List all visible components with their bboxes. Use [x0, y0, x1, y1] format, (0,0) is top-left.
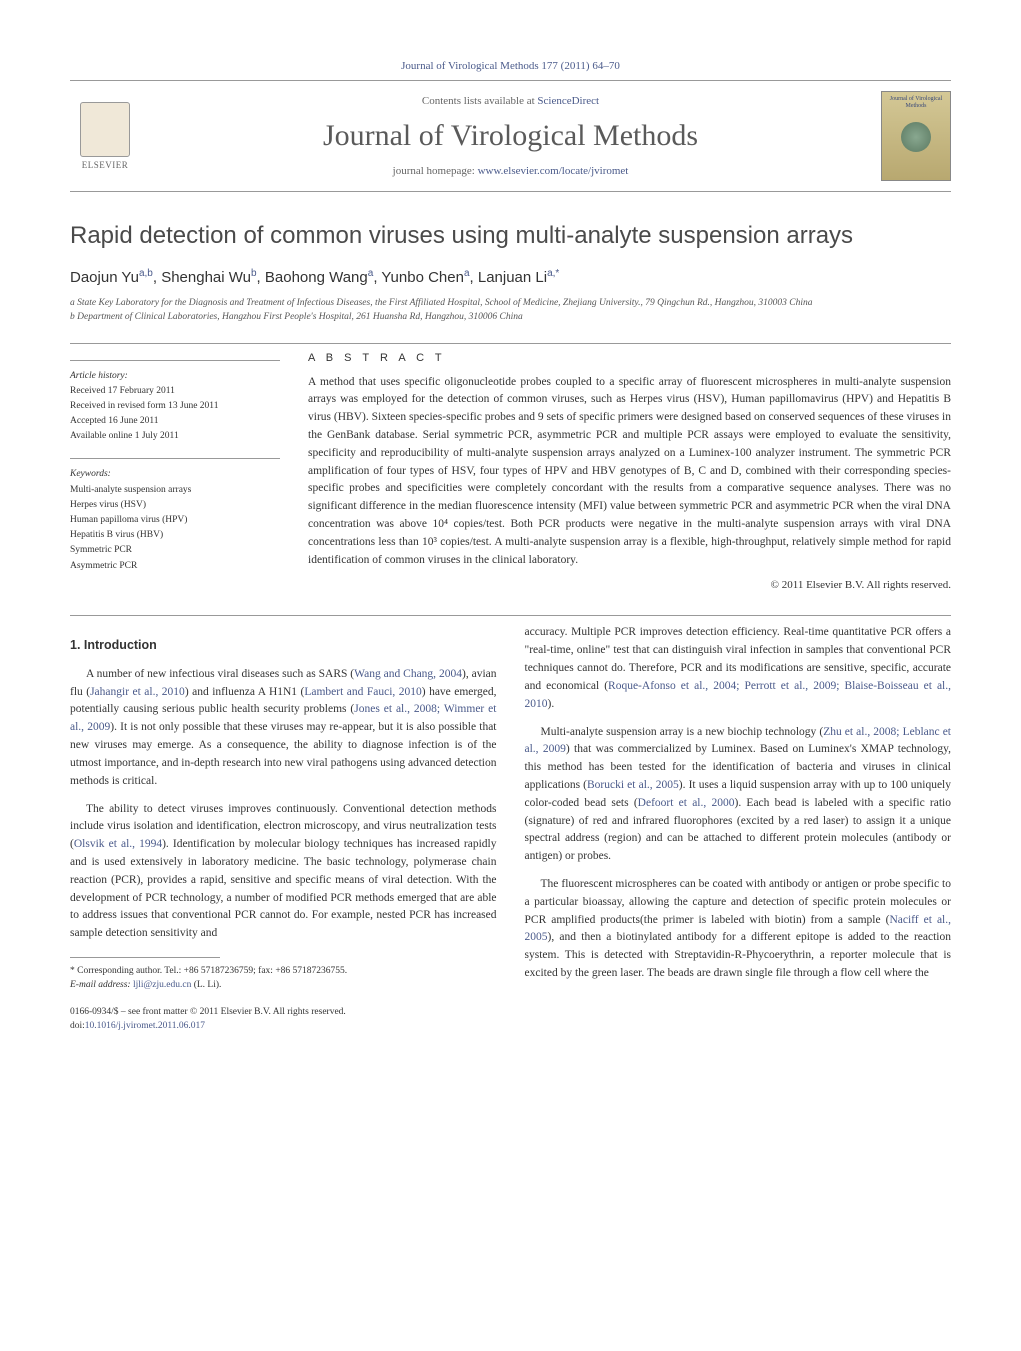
affiliation-b: b Department of Clinical Laboratories, H… [70, 310, 951, 324]
homepage-prefix: journal homepage: [393, 165, 478, 177]
journal-title: Journal of Virological Methods [140, 119, 881, 153]
doi-label: doi: [70, 1021, 85, 1031]
journal-header: ELSEVIER Contents lists available at Sci… [70, 80, 951, 192]
body-paragraph: The ability to detect viruses improves c… [70, 801, 497, 944]
body-paragraph: Multi-analyte suspension array is a new … [525, 724, 952, 867]
body-paragraph: The fluorescent microspheres can be coat… [525, 876, 952, 983]
divider [70, 360, 280, 361]
history-heading: Article history: [70, 369, 280, 384]
section-heading-introduction: 1. Introduction [70, 636, 497, 655]
sciencedirect-link[interactable]: ScienceDirect [537, 95, 599, 107]
body-paragraph: accuracy. Multiple PCR improves detectio… [525, 624, 952, 713]
corresponding-author-footnote: * Corresponding author. Tel.: +86 571872… [70, 964, 497, 993]
cover-title: Journal of Virological Methods [886, 96, 946, 110]
contents-prefix: Contents lists available at [422, 95, 537, 107]
affiliation-a: a State Key Laboratory for the Diagnosis… [70, 296, 951, 310]
footnote-separator [70, 957, 220, 958]
divider [70, 343, 951, 344]
email-label: E-mail address: [70, 980, 133, 990]
history-online: Available online 1 July 2011 [70, 429, 280, 444]
elsevier-tree-icon [80, 102, 130, 157]
keyword: Multi-analyte suspension arrays [70, 483, 280, 498]
corr-email-link[interactable]: ljli@zju.edu.cn [133, 980, 191, 990]
homepage-link[interactable]: www.elsevier.com/locate/jviromet [478, 165, 629, 177]
journal-cover-thumbnail: Journal of Virological Methods [881, 91, 951, 181]
page-footer-meta: 0166-0934/$ – see front matter © 2011 El… [70, 1005, 951, 1034]
publisher-name: ELSEVIER [82, 160, 129, 170]
history-received: Received 17 February 2011 [70, 384, 280, 399]
journal-homepage: journal homepage: www.elsevier.com/locat… [140, 165, 881, 177]
divider [70, 458, 280, 459]
divider [70, 615, 951, 616]
journal-reference: Journal of Virological Methods 177 (2011… [70, 60, 951, 72]
keyword: Herpes virus (HSV) [70, 498, 280, 513]
abstract-heading: A B S T R A C T [308, 352, 951, 364]
article-history: Article history: Received 17 February 20… [70, 369, 280, 445]
keyword: Symmetric PCR [70, 543, 280, 558]
doi-link[interactable]: 10.1016/j.jviromet.2011.06.017 [85, 1021, 205, 1031]
issn-copyright: 0166-0934/$ – see front matter © 2011 El… [70, 1005, 951, 1019]
history-accepted: Accepted 16 June 2011 [70, 414, 280, 429]
keyword: Hepatitis B virus (HBV) [70, 528, 280, 543]
keywords-block: Keywords: Multi-analyte suspension array… [70, 467, 280, 573]
article-body: 1. Introduction A number of new infectio… [70, 624, 951, 992]
cover-graphic-icon [901, 122, 931, 152]
keyword: Asymmetric PCR [70, 559, 280, 574]
abstract-copyright: © 2011 Elsevier B.V. All rights reserved… [308, 579, 951, 591]
keywords-heading: Keywords: [70, 467, 280, 482]
publisher-logo: ELSEVIER [70, 96, 140, 176]
history-revised: Received in revised form 13 June 2011 [70, 399, 280, 414]
article-title: Rapid detection of common viruses using … [70, 222, 951, 250]
contents-line: Contents lists available at ScienceDirec… [140, 95, 881, 107]
authors-list: Daojun Yua,b, Shenghai Wub, Baohong Wang… [70, 268, 951, 286]
keyword: Human papilloma virus (HPV) [70, 513, 280, 528]
corr-author-contact: * Corresponding author. Tel.: +86 571872… [70, 964, 497, 978]
email-suffix: (L. Li). [191, 980, 221, 990]
body-paragraph: A number of new infectious viral disease… [70, 666, 497, 791]
affiliations: a State Key Laboratory for the Diagnosis… [70, 296, 951, 325]
abstract-text: A method that uses specific oligonucleot… [308, 374, 951, 570]
